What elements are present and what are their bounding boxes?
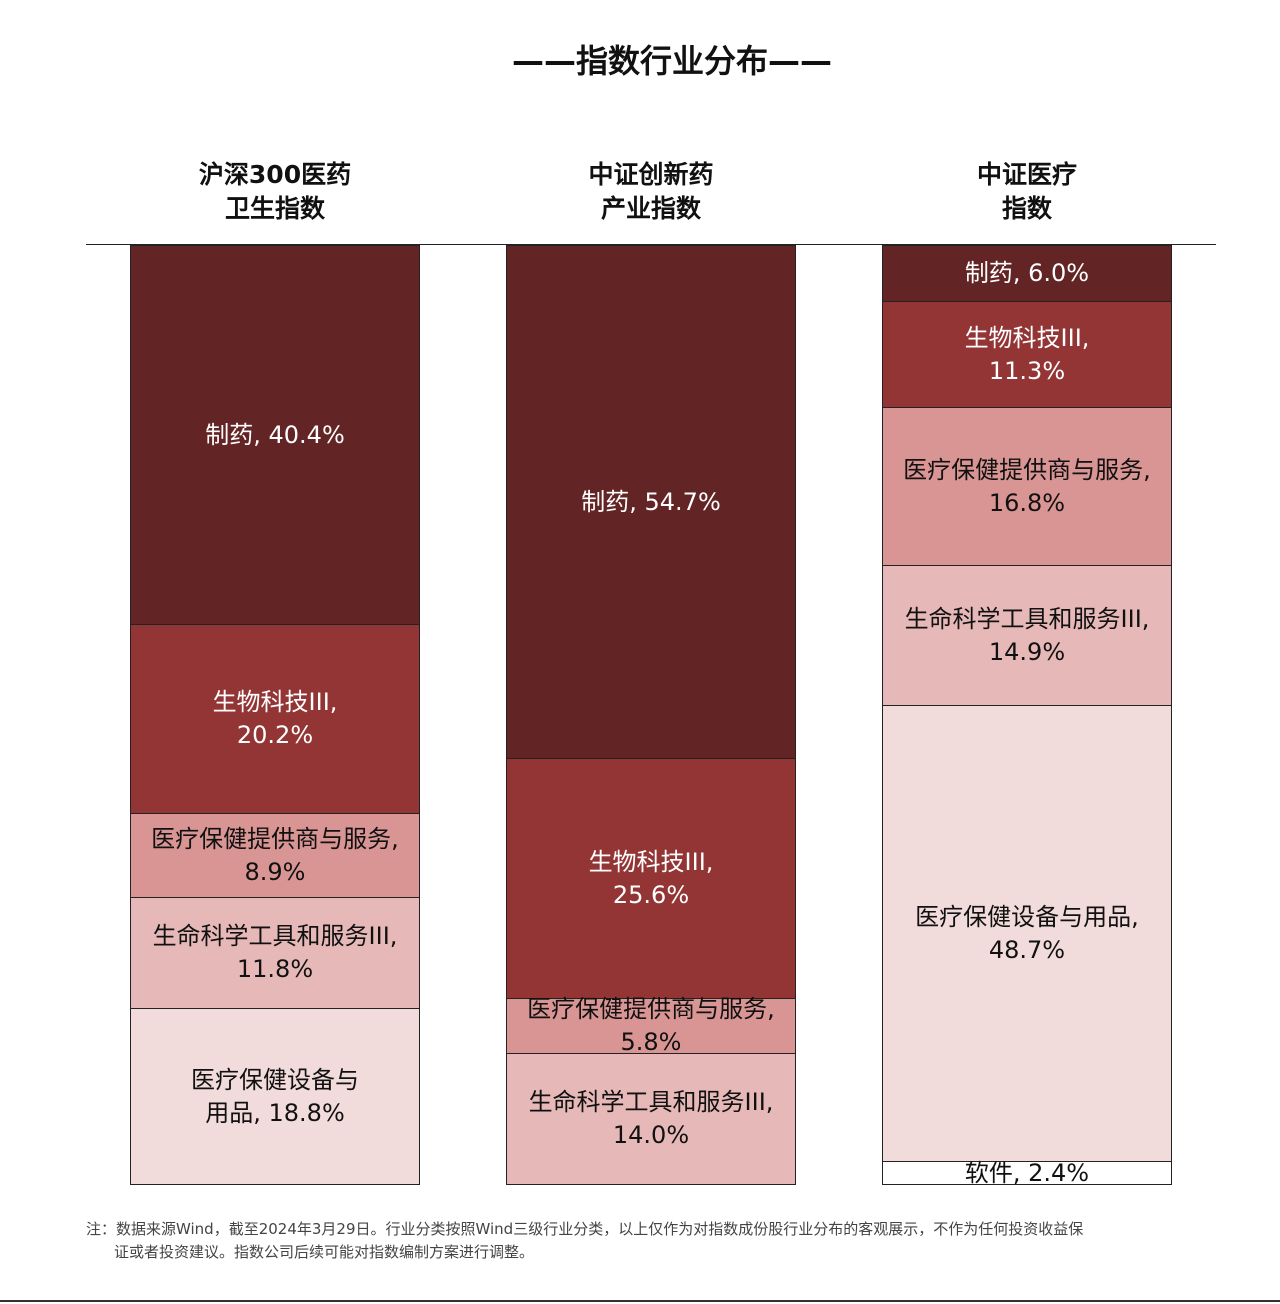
segment-label-line: 生命科学工具和服务III,: [152, 922, 398, 950]
column-title-line: 中证创新药: [588, 160, 714, 189]
segment-label-line: 制药, 6.0%: [964, 259, 1090, 287]
segment-label-line: 25.6%: [612, 880, 690, 909]
column-title-line: 中证医疗: [976, 160, 1077, 189]
bar-segment: 生物科技III, 11.3%: [882, 301, 1172, 408]
segment-label-line: 软件, 2.4%: [964, 1158, 1090, 1187]
footnote-line-1: 注：数据来源Wind，截至2024年3月29日。行业分类按照Wind三级行业分类…: [86, 1220, 1084, 1238]
segment-label-line: 8.9%: [244, 857, 306, 886]
bar-segment: 医疗保健提供商与服务, 5.8%: [506, 995, 796, 1056]
segment-label: 生物科技III, 25.6%: [589, 846, 714, 912]
segment-label: 生命科学工具和服务III, 14.0%: [529, 1086, 774, 1152]
segment-label: 医疗保健设备与 用品, 18.8%: [191, 1064, 359, 1130]
segment-label-line: 制药, 40.4%: [205, 420, 345, 449]
segment-label: 软件, 2.4%: [965, 1157, 1089, 1190]
bar-segment: 制药, 40.4%: [130, 245, 420, 625]
bar-segment: 生命科学工具和服务III, 14.0%: [506, 1053, 796, 1185]
segment-label-line: 5.8%: [620, 1028, 682, 1056]
segment-label: 生物科技III, 20.2%: [213, 686, 338, 752]
bar-segment: 医疗保健提供商与服务, 16.8%: [882, 407, 1172, 566]
footnote-line-2: 证或者投资建议。指数公司后续可能对指数编制方案进行调整。: [114, 1243, 535, 1261]
column-title-1: 沪深300医药 卫生指数: [125, 158, 425, 226]
segment-label: 医疗保健提供商与服务, 8.9%: [151, 823, 399, 889]
segment-label-line: 48.7%: [988, 935, 1066, 964]
segment-label-line: 制药, 54.7%: [581, 487, 721, 516]
segment-label-line: 生物科技III,: [212, 688, 338, 716]
segment-label-line: 医疗保健设备与用品,: [915, 902, 1139, 931]
segment-label: 生命科学工具和服务III, 11.8%: [153, 920, 398, 986]
chart-title: ——指数行业分布——: [511, 42, 832, 80]
segment-label-line: 医疗保健设备与: [191, 1065, 359, 1094]
bar-segment: 生物科技III, 25.6%: [506, 758, 796, 999]
segment-label-line: 医疗保健提供商与服务,: [527, 995, 775, 1023]
segment-label-line: 16.8%: [988, 488, 1066, 517]
segment-label: 制药, 6.0%: [965, 257, 1089, 290]
segment-label-line: 生命科学工具和服务III,: [528, 1088, 774, 1116]
bar-segment: 制药, 6.0%: [882, 245, 1172, 302]
bottom-border: [0, 1300, 1280, 1302]
segment-label: 生命科学工具和服务III, 14.9%: [905, 603, 1150, 669]
segment-label-line: 14.9%: [988, 637, 1066, 666]
bar-segment: 软件, 2.4%: [882, 1159, 1172, 1187]
segment-label-line: 医疗保健提供商与服务,: [151, 824, 399, 853]
segment-label: 医疗保健提供商与服务, 16.8%: [903, 454, 1151, 520]
segment-label: 制药, 40.4%: [205, 419, 345, 452]
segment-label-line: 医疗保健提供商与服务,: [903, 455, 1151, 484]
footnote: 注：数据来源Wind，截至2024年3月29日。行业分类按照Wind三级行业分类…: [86, 1218, 1236, 1264]
column-title-line: 卫生指数: [224, 194, 325, 223]
column-title-3: 中证医疗 指数: [877, 158, 1177, 226]
segment-label-line: 生物科技III,: [588, 847, 714, 876]
segment-label-line: 20.2%: [236, 721, 314, 749]
segment-label-line: 生命科学工具和服务III,: [904, 604, 1150, 633]
bar-segment: 医疗保健提供商与服务, 8.9%: [130, 813, 420, 898]
bar-segment: 生命科学工具和服务III, 14.9%: [882, 565, 1172, 706]
bar-segment: 生物科技III, 20.2%: [130, 624, 420, 814]
bar-segment: 医疗保健设备与用品, 48.7%: [882, 705, 1172, 1162]
bar-segment: 制药, 54.7%: [506, 245, 796, 759]
segment-label: 制药, 54.7%: [581, 486, 721, 519]
top-axis-line: [86, 244, 1216, 245]
bar-segment: 生命科学工具和服务III, 11.8%: [130, 897, 420, 1009]
column-title-line: 沪深300医药: [198, 160, 352, 189]
segment-label-line: 11.8%: [236, 955, 314, 983]
column-title-2: 中证创新药 产业指数: [501, 158, 801, 226]
segment-label: 医疗保健设备与用品, 48.7%: [915, 901, 1139, 967]
segment-label: 医疗保健提供商与服务, 5.8%: [527, 993, 775, 1059]
segment-label: 生物科技III, 11.3%: [965, 322, 1090, 388]
segment-label-line: 生物科技III,: [964, 323, 1090, 352]
bar-segment: 医疗保健设备与 用品, 18.8%: [130, 1008, 420, 1185]
segment-label-line: 14.0%: [612, 1121, 690, 1149]
column-title-line: 产业指数: [600, 194, 701, 223]
column-title-line: 指数: [1001, 194, 1052, 223]
segment-label-line: 用品, 18.8%: [205, 1098, 345, 1127]
segment-label-line: 11.3%: [988, 356, 1066, 385]
